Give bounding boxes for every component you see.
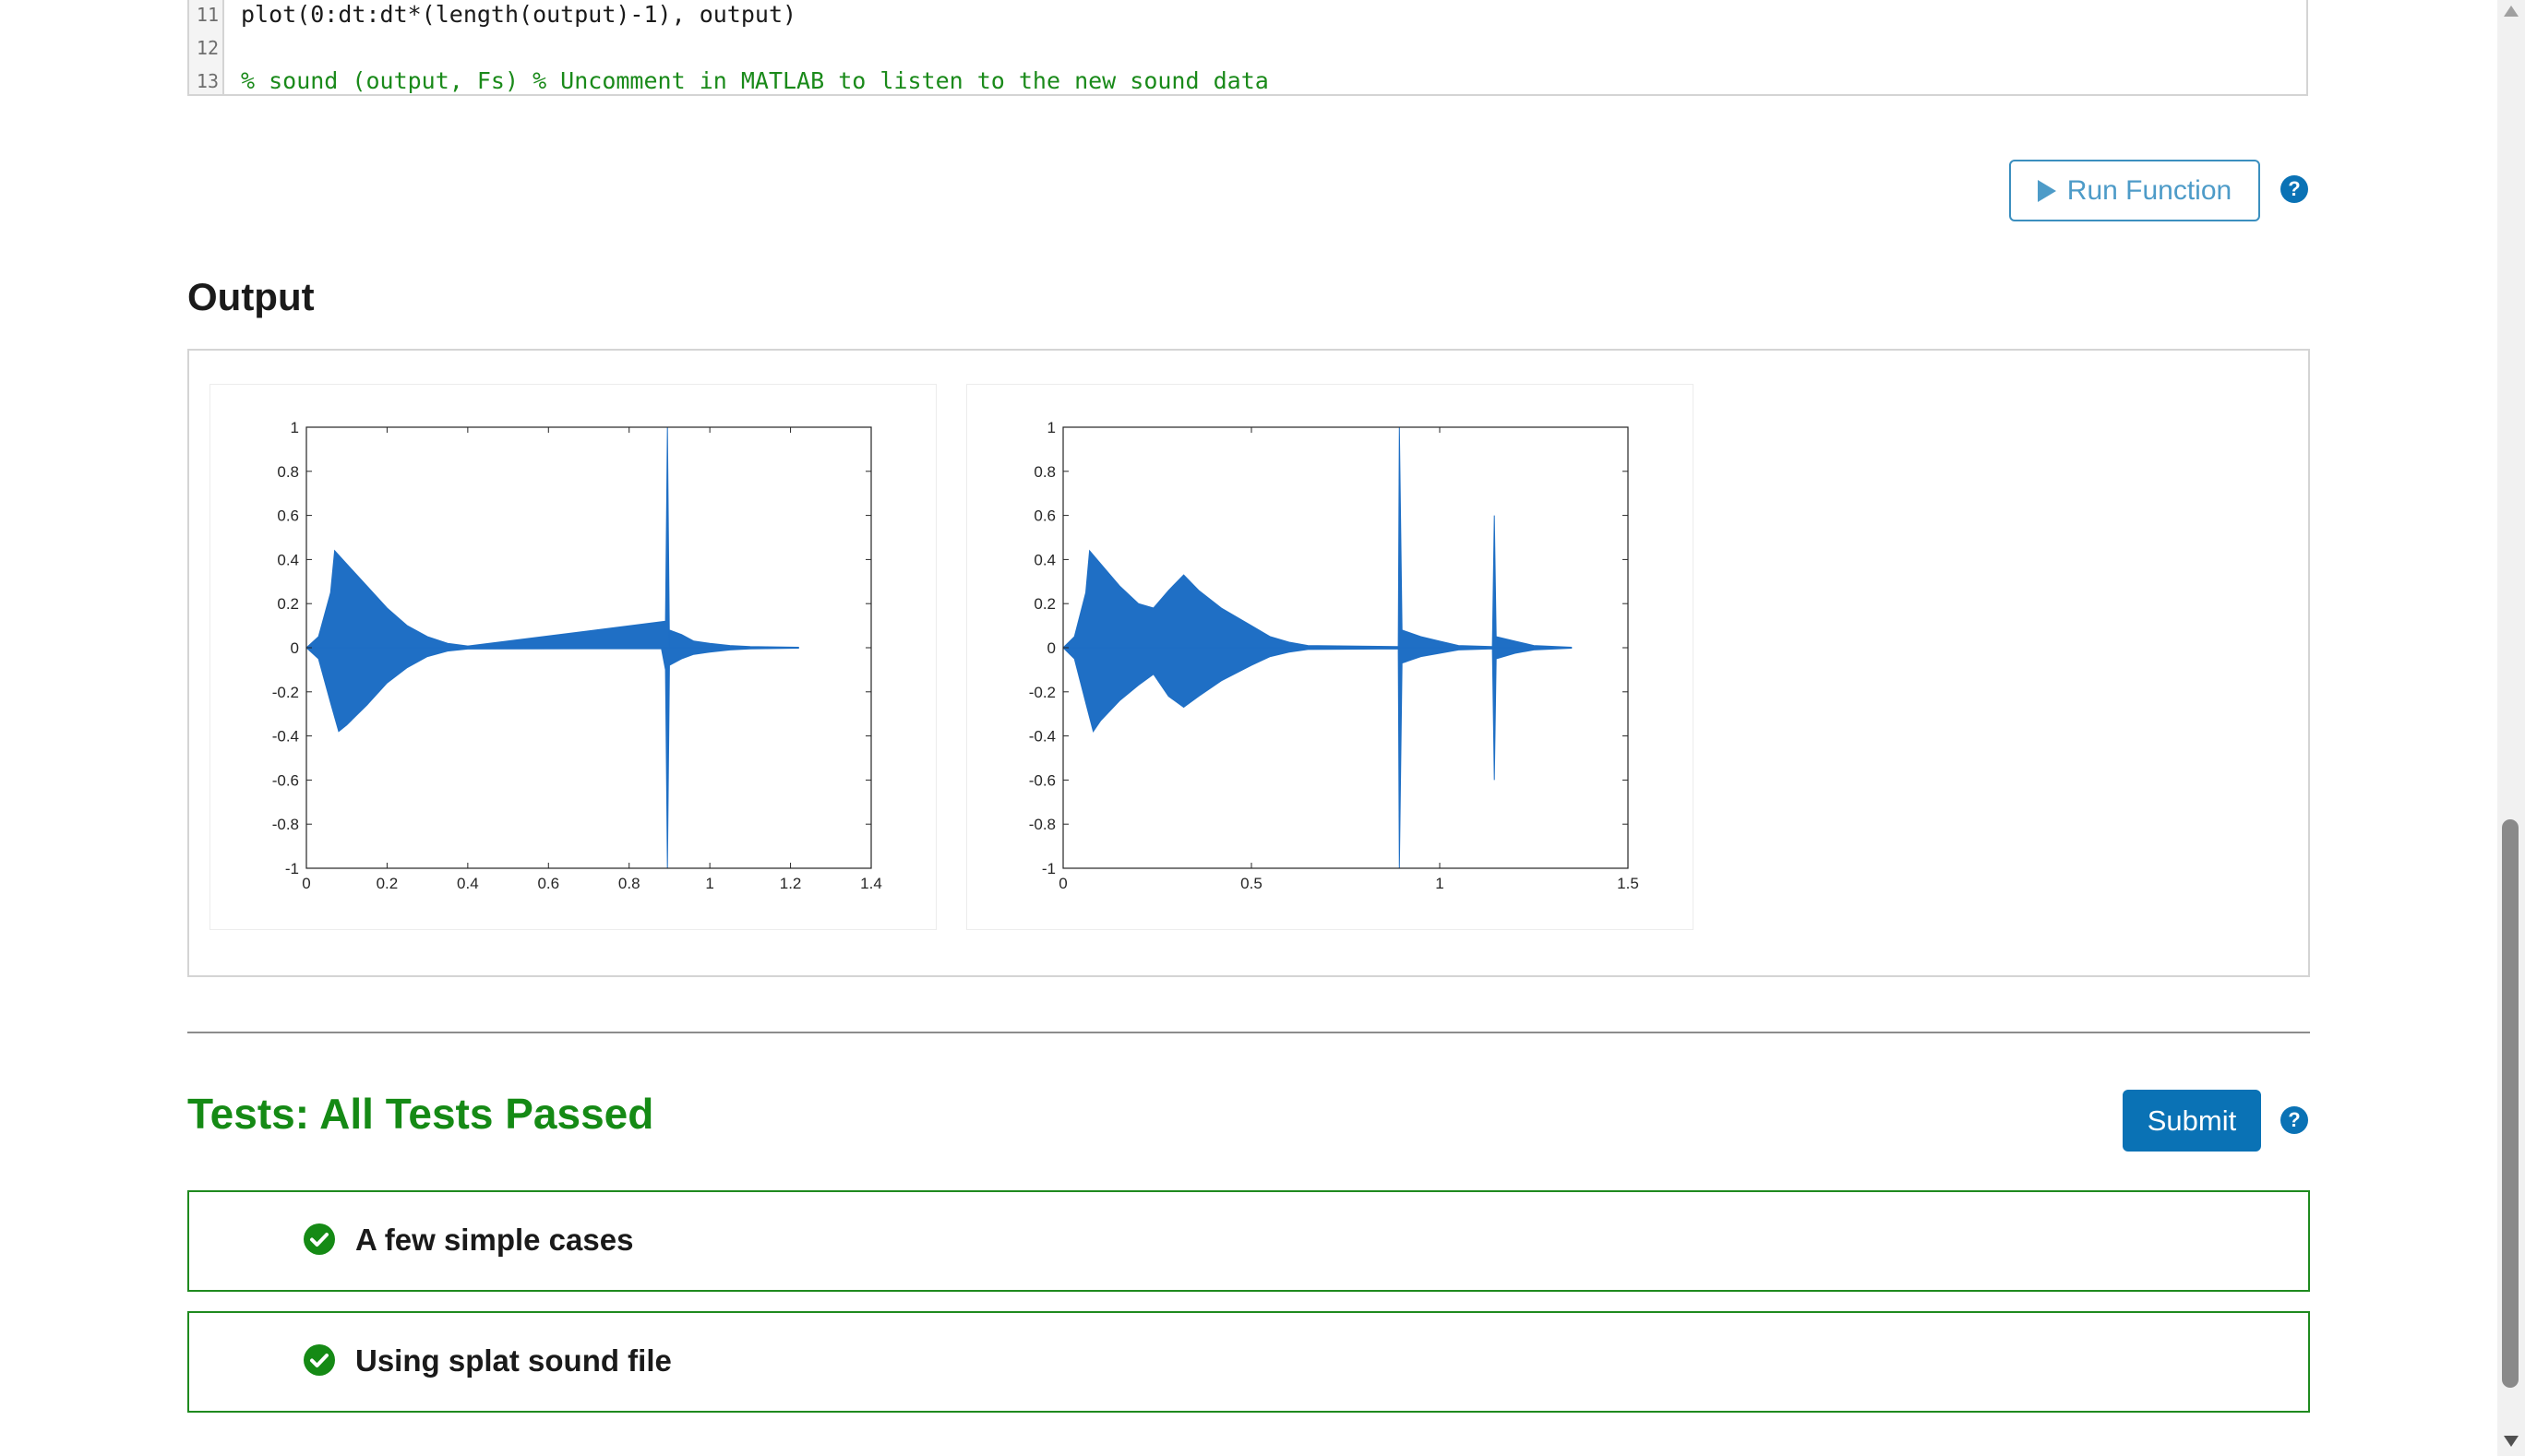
y-tick-label: 1	[1047, 419, 1056, 436]
test-label: A few simple cases	[355, 1223, 634, 1257]
y-tick-label: 0.4	[277, 551, 299, 568]
x-tick-label: 1.2	[780, 875, 802, 892]
submit-button[interactable]: Submit	[2123, 1090, 2261, 1152]
y-tick-label: 0	[291, 639, 299, 657]
y-tick-label: -1	[1042, 860, 1056, 877]
test-result-row[interactable]: Using splat sound file	[187, 1311, 2310, 1413]
vertical-scrollbar[interactable]	[2497, 0, 2525, 1456]
output-panel: 0 0.2 0.4 0.6 0.8 1 1.2 1.4 1 0.8 0.6 0.4 0.2 0 -0.2 -0…	[187, 349, 2310, 977]
line-number: 13	[196, 70, 219, 92]
y-tick-label: -0.4	[1029, 728, 1056, 746]
line-number-gutter	[189, 0, 224, 94]
x-tick-label: 0	[1059, 875, 1067, 892]
figure-2: 0 0.5 1 1.5 1 0.8 0.6 0.4 0.2 0 -0.2 -0.4 -0.6 -0.8 -1	[966, 384, 1693, 930]
x-tick-label: 1.5	[1617, 875, 1639, 892]
check-circle-icon	[304, 1344, 335, 1376]
test-label: Using splat sound file	[355, 1343, 672, 1378]
code-comment[interactable]: % sound (output, Fs) % Uncomment in MATL…	[241, 67, 1269, 94]
y-tick-label: -0.4	[272, 728, 299, 746]
scroll-down-arrow-icon[interactable]	[2504, 1436, 2519, 1447]
y-tick-label: 0.4	[1034, 551, 1056, 568]
x-tick-label: 1.4	[860, 875, 882, 892]
y-tick-label: 0	[1047, 639, 1056, 657]
output-heading: Output	[187, 275, 315, 318]
line-number: 12	[196, 37, 219, 59]
play-icon	[2037, 179, 2056, 202]
y-tick-label: -0.8	[272, 816, 299, 833]
y-tick-label: -0.2	[272, 684, 299, 701]
run-function-label: Run Function	[2066, 174, 2232, 206]
x-tick-label: 0.4	[457, 875, 479, 892]
section-divider	[187, 1032, 2310, 1033]
waveform-chart-1: 0 0.2 0.4 0.6 0.8 1 1.2 1.4 1 0.8 0.6 0.4 0.2 0 -0.2 -0…	[272, 419, 882, 892]
x-tick-label: 1	[1435, 875, 1443, 892]
x-tick-label: 0.6	[537, 875, 559, 892]
y-tick-label: 0.8	[277, 463, 299, 481]
y-tick-label: -0.6	[1029, 771, 1056, 789]
figure-1: 0 0.2 0.4 0.6 0.8 1 1.2 1.4 1 0.8 0.6 0.4 0.2 0 -0.2 -0…	[209, 384, 937, 930]
y-tick-label: -0.8	[1029, 816, 1056, 833]
code-line: 12	[189, 31, 2306, 65]
y-tick-label: 0.2	[1034, 595, 1056, 613]
scrollbar-thumb[interactable]	[2502, 819, 2519, 1388]
code-line: 13 % sound (output, Fs) % Uncomment in M…	[189, 65, 2306, 98]
y-tick-label: -1	[285, 860, 299, 877]
x-tick-label: 0	[302, 875, 310, 892]
code-editor[interactable]: 11 plot(0:dt:dt*(length(output)-1), outp…	[187, 0, 2308, 96]
y-tick-label: -0.6	[272, 771, 299, 789]
x-tick-label: 0.5	[1240, 875, 1262, 892]
line-number: 11	[196, 4, 219, 26]
help-icon[interactable]: ?	[2280, 1106, 2308, 1134]
test-result-row[interactable]: A few simple cases	[187, 1190, 2310, 1292]
code-line: 11 plot(0:dt:dt*(length(output)-1), outp…	[189, 0, 2306, 31]
x-tick-label: 1	[705, 875, 713, 892]
check-circle-icon	[304, 1223, 335, 1255]
help-icon[interactable]: ?	[2280, 175, 2308, 203]
y-tick-label: 0.2	[277, 595, 299, 613]
waveform-chart-2: 0 0.5 1 1.5 1 0.8 0.6 0.4 0.2 0 -0.2 -0.4 -0.6 -0.8 -1	[1029, 419, 1639, 892]
y-tick-label: 1	[291, 419, 299, 436]
y-tick-label: -0.2	[1029, 684, 1056, 701]
y-tick-label: 0.8	[1034, 463, 1056, 481]
x-tick-label: 0.8	[618, 875, 640, 892]
scroll-up-arrow-icon[interactable]	[2504, 6, 2519, 17]
run-function-button[interactable]: Run Function	[2009, 160, 2260, 221]
y-tick-label: 0.6	[277, 507, 299, 525]
x-tick-label: 0.2	[377, 875, 399, 892]
y-tick-label: 0.6	[1034, 507, 1056, 525]
tests-heading: Tests: All Tests Passed	[187, 1090, 654, 1138]
code-text[interactable]: plot(0:dt:dt*(length(output)-1), output)	[241, 1, 797, 28]
